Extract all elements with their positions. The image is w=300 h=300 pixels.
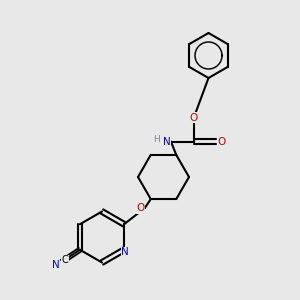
Text: N: N xyxy=(163,136,170,147)
Text: N: N xyxy=(121,247,129,257)
Text: O: O xyxy=(217,136,226,147)
Text: O: O xyxy=(136,203,144,213)
Text: N: N xyxy=(52,260,60,270)
Text: O: O xyxy=(190,112,198,123)
Text: C: C xyxy=(61,255,68,265)
Text: H: H xyxy=(153,135,160,144)
